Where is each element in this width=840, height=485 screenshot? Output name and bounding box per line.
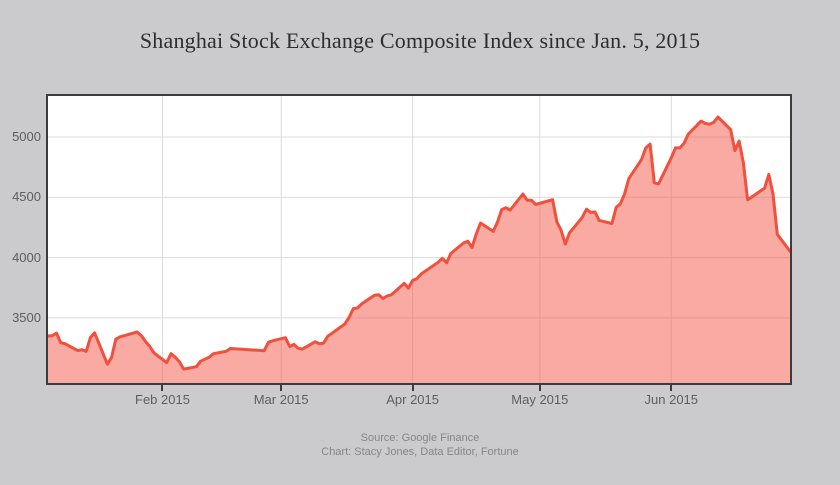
index-line	[48, 115, 790, 371]
source-attribution: Source: Google Finance	[360, 432, 480, 444]
x-axis-tick-label: May 2015	[511, 392, 569, 407]
x-axis-tick-mark	[538, 385, 541, 391]
x-axis-tick-label: Mar 2015	[253, 392, 309, 407]
x-axis-tick-mark	[161, 385, 164, 391]
plot-area	[46, 94, 792, 385]
chart-title: Shanghai Stock Exchange Composite Index …	[139, 28, 701, 53]
chart-credit: Chart: Stacy Jones, Data Editor, Fortune	[321, 446, 519, 458]
area-fill	[48, 117, 790, 383]
x-axis-tick-label: Feb 2015	[135, 392, 190, 407]
y-axis-tick-label: 5000	[12, 129, 41, 144]
y-axis-tick-label: 4500	[12, 189, 41, 205]
x-axis-tick-mark	[411, 385, 414, 391]
area-chart	[48, 96, 790, 383]
x-axis-tick-label: Apr 2015	[386, 392, 439, 407]
y-axis-tick-label: 4000	[12, 249, 41, 265]
x-axis-tick-mark	[280, 385, 283, 391]
y-axis-tick-label: 3500	[12, 309, 41, 325]
x-axis-tick-label: Jun 2015	[644, 392, 699, 407]
x-axis-tick-mark	[670, 385, 673, 391]
